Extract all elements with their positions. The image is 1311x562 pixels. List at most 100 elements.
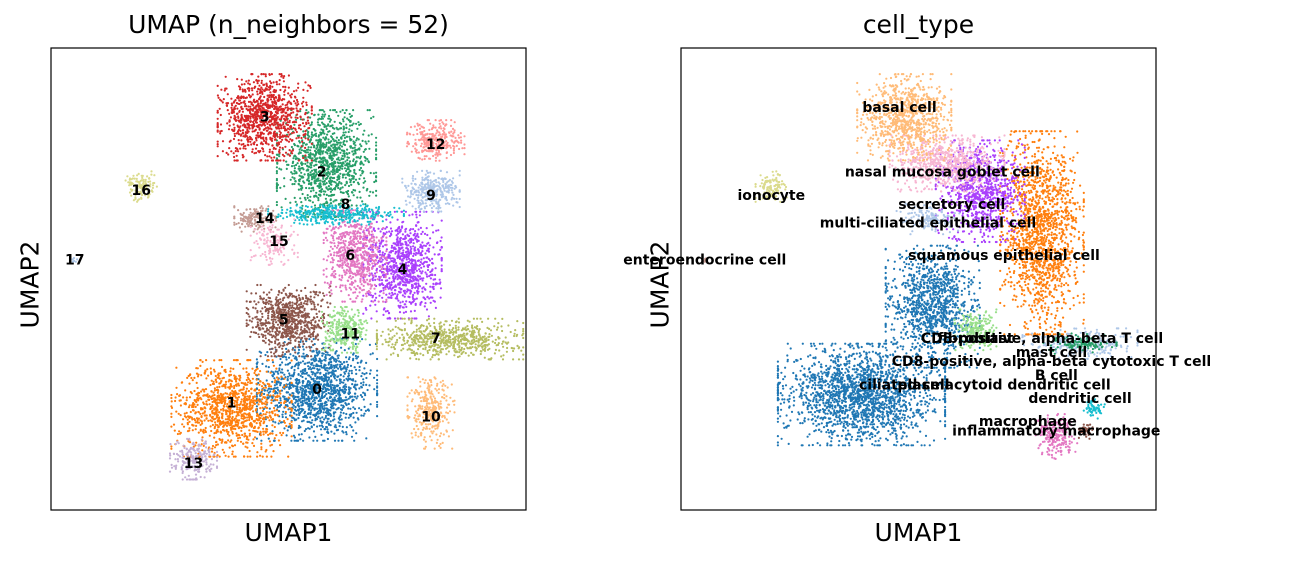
point: [362, 181, 365, 184]
point: [318, 156, 321, 159]
point: [237, 382, 240, 385]
point: [263, 89, 266, 93]
point: [304, 81, 307, 84]
point: [329, 118, 332, 121]
point: [275, 101, 278, 104]
point: [255, 368, 258, 371]
point: [418, 275, 421, 278]
point: [335, 350, 338, 353]
point: [261, 132, 264, 135]
point: [352, 378, 355, 381]
point: [216, 155, 219, 158]
point: [312, 128, 315, 131]
point: [343, 167, 347, 170]
point: [369, 369, 372, 372]
point: [269, 444, 272, 447]
point: [224, 75, 227, 78]
point: [338, 401, 341, 404]
point: [263, 383, 266, 386]
point: [295, 390, 298, 393]
point: [239, 86, 242, 89]
point: [264, 159, 267, 162]
point: [296, 116, 299, 120]
point: [362, 294, 365, 297]
point: [310, 363, 313, 366]
point: [246, 116, 250, 119]
point: [273, 437, 276, 440]
point: [341, 176, 344, 179]
point: [315, 195, 318, 198]
point: [310, 397, 313, 400]
point: [257, 102, 260, 105]
point: [280, 127, 283, 130]
point: [216, 397, 219, 401]
point: [218, 107, 221, 110]
point: [197, 397, 200, 400]
point: [257, 98, 261, 101]
point: [226, 93, 229, 96]
point: [216, 109, 219, 112]
point: [327, 353, 330, 356]
point: [215, 410, 218, 413]
point: [350, 183, 353, 186]
point: [274, 132, 277, 135]
point: [244, 116, 247, 119]
point: [253, 141, 256, 144]
point: [248, 423, 251, 426]
point: [300, 407, 303, 410]
point: [333, 396, 336, 399]
point: [297, 86, 300, 89]
point: [274, 126, 278, 129]
point: [355, 397, 358, 400]
point: [221, 414, 224, 418]
point: [332, 162, 335, 165]
point: [268, 148, 271, 151]
point: [228, 446, 231, 449]
point: [327, 363, 330, 366]
point: [372, 172, 375, 175]
point: [347, 375, 350, 378]
point: [328, 367, 331, 370]
point: [261, 92, 264, 95]
point: [378, 244, 381, 248]
point: [265, 365, 268, 368]
point: [356, 417, 359, 420]
point: [376, 386, 379, 389]
point: [336, 170, 339, 173]
point: [323, 363, 326, 366]
point: [327, 138, 330, 141]
point: [238, 102, 241, 106]
point: [304, 162, 307, 165]
point: [279, 159, 282, 162]
point: [376, 403, 379, 406]
point: [429, 237, 432, 240]
point: [244, 419, 247, 422]
point: [376, 415, 379, 418]
point: [299, 197, 302, 200]
point: [229, 413, 232, 416]
point: [345, 123, 348, 126]
point: [372, 115, 375, 118]
point: [325, 366, 329, 370]
point: [334, 391, 337, 394]
point: [204, 370, 207, 373]
point: [331, 384, 334, 387]
point: [295, 171, 298, 174]
point: [337, 165, 340, 168]
point: [290, 409, 293, 412]
point: [265, 379, 268, 382]
point: [255, 437, 258, 440]
point: [344, 184, 347, 187]
point: [286, 163, 289, 166]
point: [403, 291, 406, 294]
point: [269, 390, 272, 393]
point: [304, 137, 307, 140]
point: [276, 395, 279, 399]
point: [280, 107, 284, 110]
point: [350, 372, 353, 375]
point: [170, 425, 173, 428]
point: [175, 386, 178, 389]
point: [222, 428, 225, 432]
point: [322, 411, 325, 414]
point: [312, 189, 315, 192]
